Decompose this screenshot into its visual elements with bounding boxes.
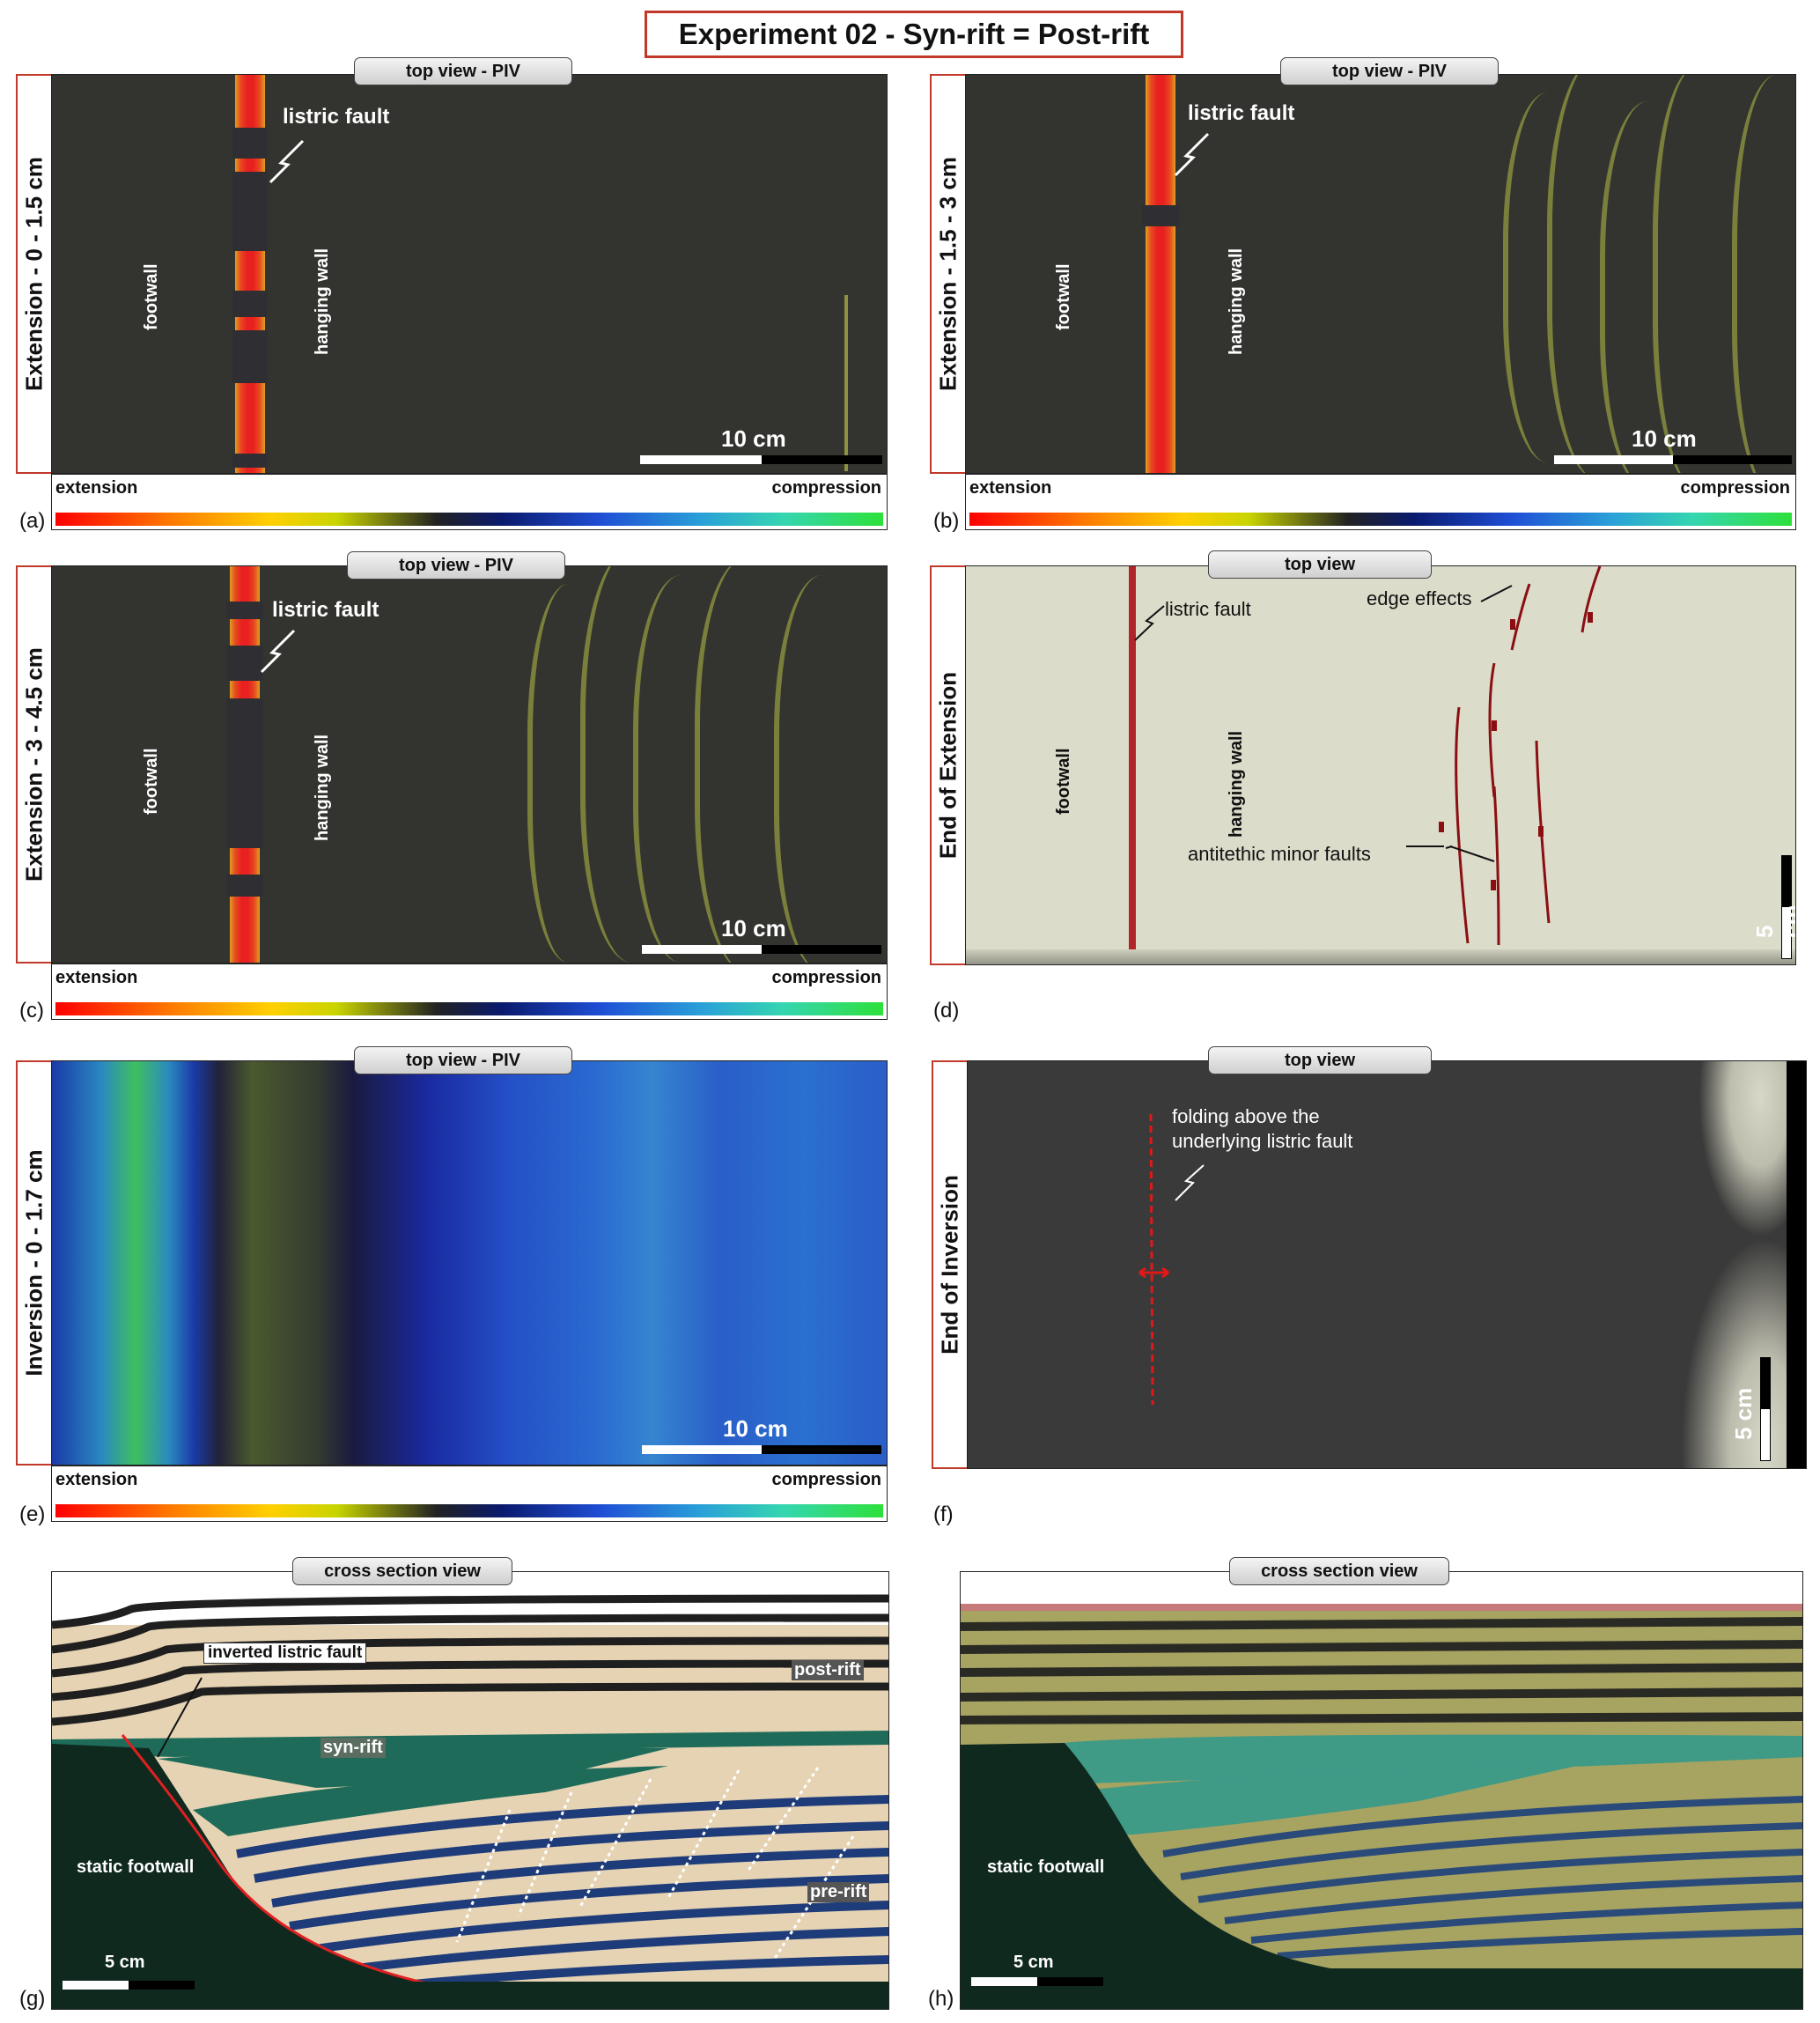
tab-cross-section-g: cross section view	[292, 1557, 512, 1585]
scale-bar	[1760, 1357, 1771, 1461]
panel-letter-a: (a)	[19, 509, 46, 533]
panel-letter-g: (g)	[19, 1987, 46, 2011]
scale-label: 5 cm	[1013, 1953, 1054, 1972]
side-label-f: End of Inversion	[932, 1060, 967, 1469]
footwall-label: footwall	[1054, 263, 1073, 330]
arrow-icon	[260, 629, 296, 674]
panel-f-photo: folding above the underlying listric fau…	[967, 1060, 1807, 1469]
panel-d-photo: listric fault edge effects footwall hang…	[965, 565, 1796, 965]
panel-b-piv: listric fault footwall hanging wall 10 c…	[965, 74, 1796, 474]
colorbar-e: extension compression	[51, 1466, 888, 1522]
pre-rift-label: pre-rift	[807, 1882, 870, 1902]
tab-top-view-f: top view	[1208, 1046, 1432, 1074]
syn-rift-label: syn-rift	[321, 1738, 386, 1758]
scale-label: 5 cm	[105, 1953, 145, 1972]
scale-label: 10 cm	[721, 915, 786, 941]
colorbar-c: extension compression	[51, 964, 888, 1020]
panel-e-piv: 10 cm	[51, 1060, 888, 1466]
tab-top-view-piv-c: top view - PIV	[347, 551, 565, 580]
static-footwall-label: static footwall	[77, 1857, 195, 1877]
side-label-a: Extension - 0 - 1.5 cm	[16, 74, 51, 474]
panel-letter-c: (c)	[19, 999, 44, 1023]
scale-label: 5 cm	[1751, 904, 1796, 938]
footwall-label: footwall	[142, 748, 161, 815]
panel-letter-h: (h)	[928, 1987, 954, 2011]
scale-bar	[1554, 455, 1792, 464]
side-label-c: Extension - 3 - 4.5 cm	[16, 565, 51, 964]
hanging-wall-label: hanging wall	[313, 734, 332, 841]
side-label-b: Extension - 1.5 - 3 cm	[930, 74, 965, 474]
panel-c-piv: listric fault footwall hanging wall 10 c…	[51, 565, 888, 964]
panel-letter-f: (f)	[933, 1502, 954, 1526]
figure-title: Experiment 02 - Syn-rift = Post-rift	[645, 11, 1183, 58]
tab-cross-section-h: cross section view	[1229, 1557, 1449, 1585]
cross-section-drawing	[52, 1594, 888, 2009]
scale-bar	[642, 945, 881, 954]
hanging-wall-label: hanging wall	[1227, 247, 1246, 355]
footwall-label: footwall	[1054, 748, 1073, 815]
scale-bar	[1781, 855, 1792, 959]
side-label-e: Inversion - 0 - 1.7 cm	[16, 1060, 51, 1466]
static-footwall-label: static footwall	[987, 1857, 1105, 1877]
folding-label-line1: folding above the	[1172, 1105, 1320, 1127]
fold-axis-drawing	[1138, 1113, 1205, 1406]
side-label-d: End of Extension	[930, 565, 965, 965]
panel-g-cross-section: inverted listric fault post-rift syn-rif…	[51, 1571, 889, 2010]
antithetic-faults-label: antitethic minor faults	[1188, 843, 1371, 865]
hanging-wall-label: hanging wall	[313, 247, 332, 355]
tab-top-view-piv-a: top view - PIV	[354, 57, 572, 85]
listric-fault-label: listric fault	[1188, 101, 1295, 125]
listric-fault-label: listric fault	[283, 105, 390, 129]
post-rift-label: post-rift	[792, 1660, 864, 1680]
scale-label: 10 cm	[721, 425, 786, 452]
folding-label-line2: underlying listric fault	[1172, 1130, 1353, 1152]
footwall-label: footwall	[142, 263, 161, 330]
scale-label: 5 cm	[1730, 1387, 1757, 1440]
panel-letter-d: (d)	[933, 999, 960, 1023]
scale-label: 10 cm	[1632, 425, 1697, 452]
tab-top-view-piv-e: top view - PIV	[354, 1046, 572, 1074]
edge-effects-label: edge effects	[1367, 587, 1472, 609]
scale-label: 10 cm	[723, 1415, 788, 1442]
listric-fault-label: listric fault	[272, 598, 379, 622]
scale-bar	[642, 1445, 881, 1454]
inverted-fault-label: inverted listric fault	[203, 1643, 367, 1664]
scale-bar	[640, 455, 882, 464]
panel-a-piv: listric fault footwall hanging wall 10 c…	[51, 74, 888, 474]
tab-top-view-piv-b: top view - PIV	[1280, 57, 1499, 85]
listric-fault-label: listric fault	[1165, 598, 1251, 620]
arrow-icon	[1174, 132, 1210, 177]
cross-section-photo-drawing	[961, 1604, 1802, 2009]
minor-faults-drawing	[1134, 566, 1602, 946]
colorbar-a: extension compression	[51, 474, 888, 530]
colorbar-b: extension compression	[965, 474, 1796, 530]
hanging-wall-label: hanging wall	[1227, 730, 1246, 838]
arrow-icon	[269, 139, 305, 184]
tab-top-view-d: top view	[1208, 550, 1432, 579]
panel-letter-e: (e)	[19, 1502, 46, 1526]
panel-h-photo: static footwall 5 cm	[960, 1571, 1803, 2010]
panel-letter-b: (b)	[933, 509, 960, 533]
